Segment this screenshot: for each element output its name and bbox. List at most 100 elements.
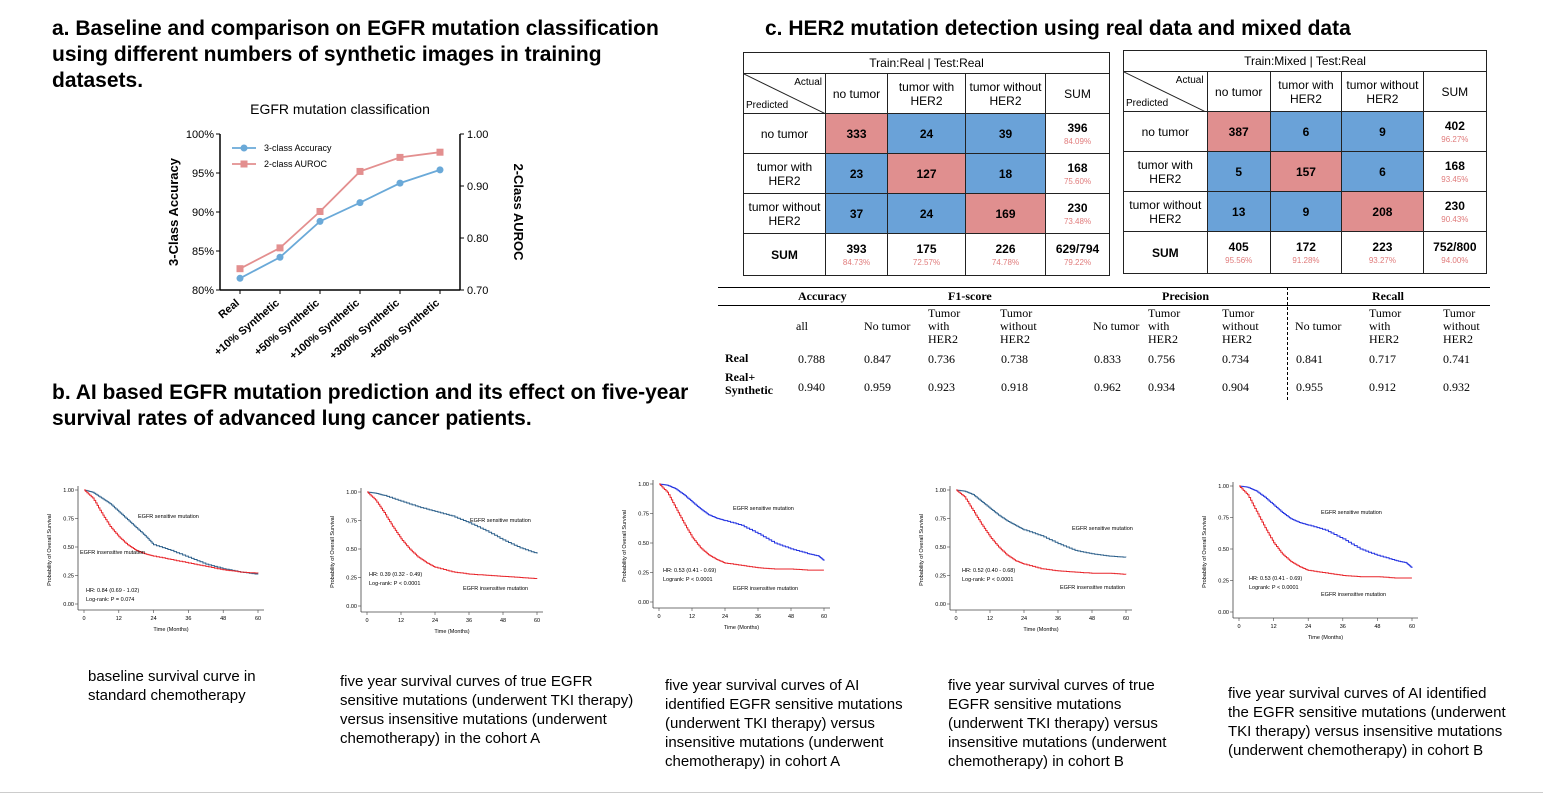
row-header: tumor without HER2 bbox=[1123, 191, 1208, 232]
x-tick-label: +300% Synthetic bbox=[327, 297, 401, 362]
confusion-matrix-mixed: Train:Mixed | Test:Real Actual Predicted… bbox=[1123, 50, 1488, 274]
matrix-cell: 37 bbox=[825, 193, 888, 234]
col-sum: 393 bbox=[846, 242, 867, 256]
logrank-label: Logrank: P < 0.0001 bbox=[1249, 585, 1299, 591]
x-tick-label: +500% Synthetic bbox=[367, 297, 441, 362]
metrics-subheader: all bbox=[796, 318, 808, 333]
col-sum: 226 bbox=[995, 242, 1016, 256]
y-tick-label: 0.75 bbox=[63, 517, 74, 523]
matrix-cell: 6 bbox=[1341, 151, 1424, 192]
bottom-border bbox=[0, 792, 1543, 793]
row-pct: 90.43% bbox=[1441, 215, 1469, 224]
x-tick-label: 12 bbox=[689, 614, 695, 620]
survival-chart-true-cohort-a: 0.00 0.25 0.50 0.75 1.00 0 12 24 36 48 60 Time (Mon… bbox=[330, 488, 543, 635]
metrics-subheader: No tumor bbox=[1295, 318, 1342, 333]
metrics-subheader: Tumor with HER2 bbox=[928, 305, 961, 346]
column-header: tumor without HER2 bbox=[1341, 71, 1424, 112]
matrix-cell: 387 bbox=[1206, 111, 1271, 152]
metrics-subheader: Tumor with HER2 bbox=[1148, 305, 1181, 346]
row-sum-cell: 396 84.09% bbox=[1044, 113, 1111, 154]
row-sum: 168 bbox=[1067, 161, 1088, 175]
col-pct: 79.22% bbox=[1063, 258, 1092, 267]
caption-true-cohort-b: five year survival curves of true EGFR s… bbox=[948, 677, 1167, 770]
metrics-row-label: Real bbox=[725, 351, 749, 365]
x-tick-label: 0 bbox=[657, 614, 660, 620]
matrix-cell: 9 bbox=[1269, 191, 1343, 232]
x-tick-label: 48 bbox=[500, 618, 506, 624]
section-a-title: a. Baseline and comparison on EGFR mutat… bbox=[52, 17, 659, 92]
metrics-subheader: Tumor without HER2 bbox=[1443, 305, 1480, 346]
x-tick-label: 0 bbox=[365, 618, 368, 624]
metrics-cell: 0.741 bbox=[1443, 352, 1470, 366]
series-label: EGFR insensitive mutation bbox=[1060, 585, 1125, 591]
hazard-ratio-label: HR: 0.53 (0.41 - 0.69) bbox=[1249, 576, 1302, 582]
col-pct: 84.73% bbox=[842, 258, 871, 267]
x-tick-label: 0 bbox=[1237, 624, 1240, 630]
x-tick-label: 48 bbox=[220, 616, 226, 622]
logrank-label: Log-rank: P < 0.0001 bbox=[962, 577, 1013, 583]
metrics-cell: 0.841 bbox=[1296, 352, 1323, 366]
metrics-cell: 0.736 bbox=[928, 352, 955, 366]
corner-predicted-label: Predicted bbox=[1126, 98, 1169, 109]
y-tick-label: 0.25 bbox=[1218, 579, 1229, 585]
row-sum-cell: 168 75.60% bbox=[1044, 153, 1111, 194]
series-label: EGFR insensitive mutation bbox=[733, 586, 798, 592]
y-tick-label: 0.50 bbox=[638, 541, 649, 547]
survival-chart-baseline: 0.00 0.25 0.50 0.75 1.00 0 12 24 36 48 60 Time (Mon… bbox=[47, 486, 264, 633]
y-tick-label-right: 0.90 bbox=[467, 181, 488, 193]
data-point bbox=[356, 199, 364, 207]
x-tick-label: 12 bbox=[1271, 624, 1277, 630]
row-pct: 96.27% bbox=[1441, 135, 1469, 144]
metrics-subheader: No tumor bbox=[864, 318, 911, 333]
y-tick-label: 0.75 bbox=[638, 512, 649, 518]
y-axis-label: Probability of Overall Survival bbox=[919, 514, 925, 586]
row-sum: 402 bbox=[1444, 119, 1465, 133]
x-axis-label: Time (Months) bbox=[153, 627, 188, 633]
survival-curve bbox=[956, 489, 1127, 575]
matrix-title: Train:Mixed | Test:Real bbox=[1123, 50, 1487, 72]
y-tick-label: 0.75 bbox=[1218, 516, 1229, 522]
y-tick-label: 0.00 bbox=[1218, 610, 1229, 616]
y-tick-label: 1.00 bbox=[1218, 484, 1229, 490]
x-tick-label: 12 bbox=[987, 616, 993, 622]
row-sum-cell: 168 93.45% bbox=[1422, 151, 1488, 192]
caption-true-cohort-a: five year survival curves of true EGFR s… bbox=[340, 673, 634, 747]
metrics-subheader: Tumor without HER2 bbox=[1000, 305, 1037, 346]
survival-curve bbox=[956, 489, 1127, 558]
col-pct: 93.27% bbox=[1368, 256, 1396, 265]
matrix-cell: 169 bbox=[965, 193, 1046, 234]
row-header: tumor with HER2 bbox=[1123, 151, 1208, 192]
x-axis-label: Time (Months) bbox=[1308, 635, 1343, 641]
logrank-label: Log-rank: P = 0.074 bbox=[86, 597, 134, 603]
y-tick-label-left: 85% bbox=[192, 246, 214, 258]
x-tick-label: 36 bbox=[755, 614, 761, 620]
survival-curve bbox=[84, 489, 259, 574]
y-tick-label: 0.50 bbox=[935, 545, 946, 551]
metrics-cell: 0.717 bbox=[1369, 352, 1396, 366]
survival-curve bbox=[659, 483, 825, 561]
col-sum-cell: 752/800 94.00% bbox=[1422, 231, 1488, 274]
y-tick-label-right: 0.80 bbox=[467, 233, 488, 245]
x-tick-label: 60 bbox=[534, 618, 540, 624]
x-tick-label: 24 bbox=[432, 618, 438, 624]
legend-marker bbox=[240, 160, 248, 168]
metrics-subheader: Tumor without HER2 bbox=[1222, 305, 1259, 346]
x-tick-label: 36 bbox=[1055, 616, 1061, 622]
row-pct: 75.60% bbox=[1063, 177, 1092, 186]
data-point bbox=[236, 265, 244, 273]
metrics-group-rule bbox=[718, 305, 1490, 306]
metrics-cell: 0.962 bbox=[1094, 380, 1121, 394]
metrics-group-header: Recall bbox=[1372, 289, 1404, 303]
matrix-cell: 333 bbox=[825, 113, 888, 154]
matrix-cell: 157 bbox=[1269, 151, 1343, 192]
y-axis-label: Probability of Overall Survival bbox=[1202, 516, 1208, 588]
col-sum-cell: 405 95.56% bbox=[1206, 231, 1271, 274]
y-axis-label-right: 2-Class AUROC bbox=[511, 163, 526, 261]
sum-row-header: SUM bbox=[743, 233, 826, 276]
matrix-cell: 127 bbox=[887, 153, 966, 194]
col-sum-cell: 226 74.78% bbox=[965, 233, 1046, 276]
metrics-cell: 0.934 bbox=[1148, 380, 1175, 394]
col-pct: 74.78% bbox=[991, 258, 1020, 267]
metrics-cell: 0.847 bbox=[864, 352, 891, 366]
column-header: SUM bbox=[1422, 71, 1488, 112]
